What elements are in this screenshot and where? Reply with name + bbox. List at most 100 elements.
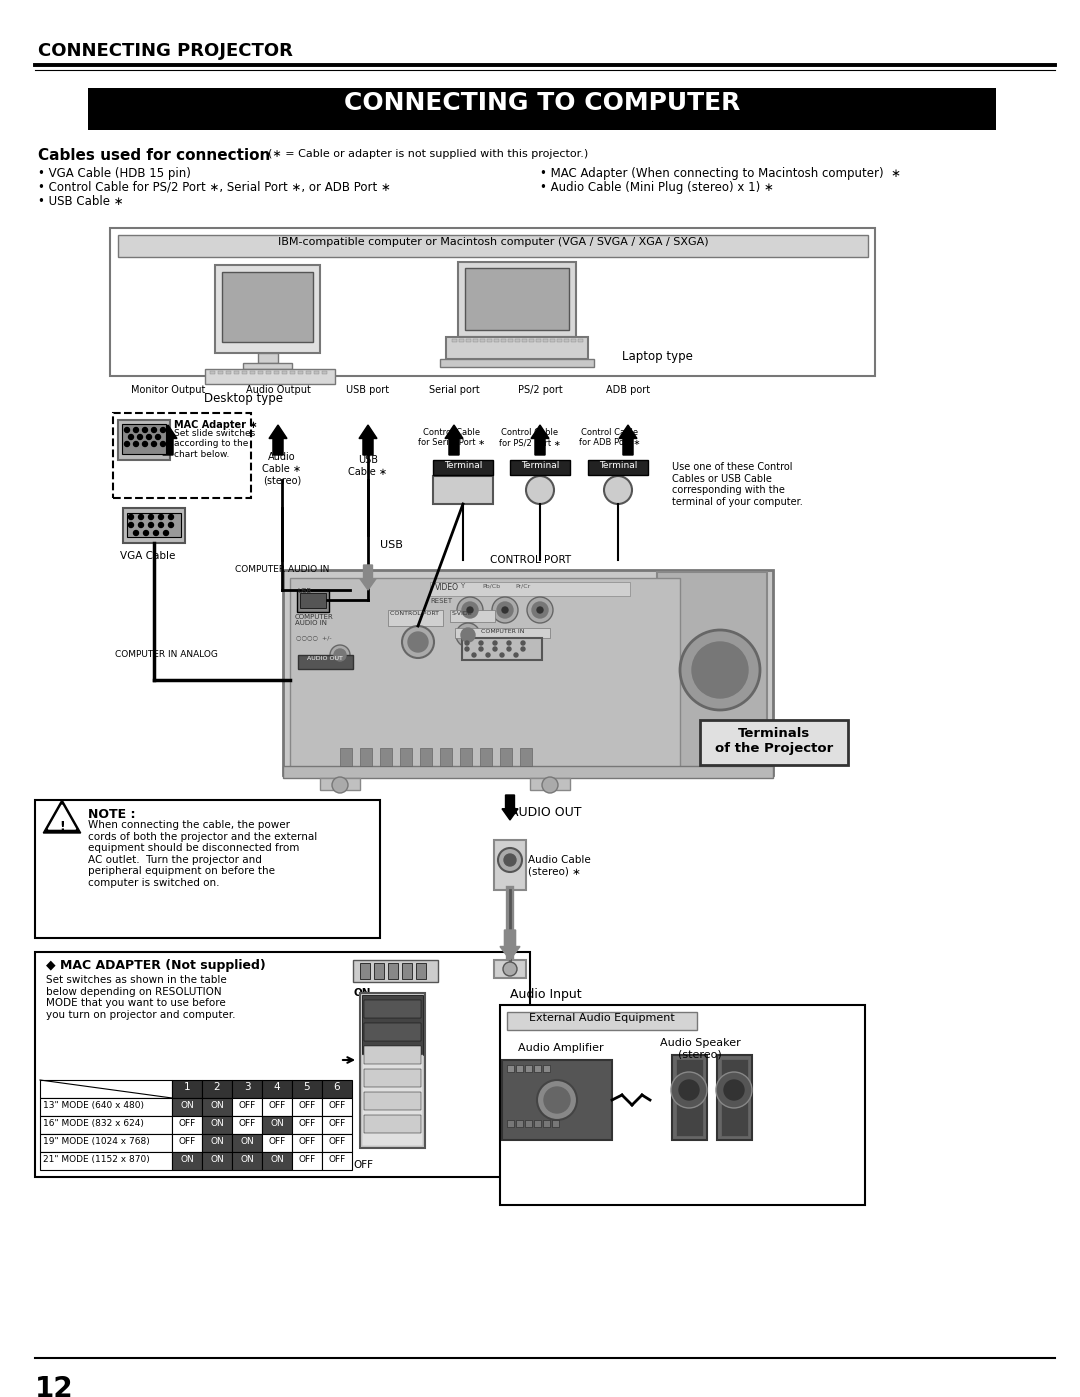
Bar [322, 372, 327, 374]
Bar [440, 747, 453, 766]
Bar [465, 268, 569, 330]
Circle shape [144, 531, 149, 535]
Bar [258, 372, 264, 374]
Circle shape [147, 434, 151, 440]
Bar [534, 1065, 541, 1071]
Bar [519, 747, 532, 766]
Bar [571, 339, 576, 342]
Circle shape [461, 629, 475, 643]
Text: • USB Cable ∗: • USB Cable ∗ [38, 196, 123, 208]
Text: Audio Speaker
(stereo): Audio Speaker (stereo) [660, 1038, 741, 1059]
Circle shape [151, 427, 157, 433]
Circle shape [679, 1080, 699, 1099]
Circle shape [465, 647, 469, 651]
Circle shape [492, 647, 497, 651]
Circle shape [153, 531, 159, 535]
Bar [502, 1060, 612, 1140]
Bar [530, 778, 570, 789]
Bar [487, 339, 492, 342]
Text: ADB port: ADB port [606, 386, 650, 395]
Text: Audio Cable
(stereo) ∗: Audio Cable (stereo) ∗ [528, 855, 591, 876]
Text: COMPUTER IN: COMPUTER IN [482, 629, 525, 634]
Circle shape [457, 597, 483, 623]
Text: AUDIO OUT: AUDIO OUT [510, 806, 581, 819]
Bar [552, 1120, 559, 1127]
Text: 16" MODE (832 x 624): 16" MODE (832 x 624) [43, 1119, 144, 1127]
Circle shape [492, 641, 497, 645]
Text: Audio Amplifier: Audio Amplifier [518, 1044, 604, 1053]
Circle shape [138, 514, 144, 520]
Circle shape [143, 441, 148, 447]
Text: • VGA Cable (HDB 15 pin): • VGA Cable (HDB 15 pin) [38, 168, 191, 180]
Bar [322, 1080, 352, 1098]
Bar [657, 571, 767, 773]
Polygon shape [445, 425, 463, 455]
Bar [676, 1059, 703, 1136]
Bar [87, 88, 996, 130]
Bar [232, 1080, 262, 1098]
Bar [218, 372, 222, 374]
Polygon shape [269, 425, 287, 455]
Text: Audio Input: Audio Input [510, 988, 582, 1002]
Text: Set switches as shown in the table
below depending on RESOLUTION
MODE that you w: Set switches as shown in the table below… [46, 975, 235, 1020]
Bar [262, 1134, 292, 1153]
Bar [462, 638, 542, 659]
Bar [430, 583, 630, 597]
Bar [262, 1098, 292, 1116]
Bar [420, 747, 432, 766]
Bar [516, 1065, 523, 1071]
Bar [292, 1116, 322, 1134]
Bar [507, 1011, 697, 1030]
Bar [500, 747, 512, 766]
Circle shape [129, 514, 134, 520]
Bar [202, 1116, 232, 1134]
Text: Control Cable
for ADB Port ∗: Control Cable for ADB Port ∗ [579, 427, 640, 447]
Bar [322, 1134, 352, 1153]
Bar [717, 1055, 752, 1140]
Circle shape [156, 434, 161, 440]
Bar [320, 778, 360, 789]
Text: MAC Adapter ∗: MAC Adapter ∗ [174, 420, 257, 430]
Text: OFF: OFF [268, 1137, 285, 1146]
Bar [291, 578, 680, 768]
Bar [550, 339, 555, 342]
Bar [364, 1046, 421, 1065]
Text: Control Cable
for PS/2 Port ∗: Control Cable for PS/2 Port ∗ [499, 427, 561, 447]
Text: Control Cable
for Serial Port ∗: Control Cable for Serial Port ∗ [418, 427, 486, 447]
Text: • Control Cable for PS/2 Port ∗, Serial Port ∗, or ADB Port ∗: • Control Cable for PS/2 Port ∗, Serial … [38, 182, 391, 194]
Text: ON: ON [270, 1155, 284, 1164]
Text: OFF: OFF [328, 1137, 346, 1146]
Bar [110, 228, 875, 376]
Text: CONNECTING PROJECTOR: CONNECTING PROJECTOR [38, 42, 293, 60]
Circle shape [502, 608, 508, 613]
Text: Audio
Cable ∗
(stereo): Audio Cable ∗ (stereo) [262, 453, 301, 485]
Bar [362, 995, 423, 1055]
Bar [172, 1153, 202, 1171]
Circle shape [151, 441, 157, 447]
Bar [40, 1134, 172, 1153]
Circle shape [161, 427, 165, 433]
Bar [364, 1115, 421, 1133]
Bar [232, 1153, 262, 1171]
Text: RESET: RESET [430, 598, 453, 604]
Bar [35, 951, 530, 1178]
Circle shape [537, 608, 543, 613]
Text: 6: 6 [334, 1083, 340, 1092]
Circle shape [456, 623, 480, 647]
Bar [172, 1116, 202, 1134]
Circle shape [472, 652, 476, 657]
Circle shape [498, 848, 522, 872]
Bar [118, 235, 868, 257]
Circle shape [537, 1080, 577, 1120]
Bar [374, 963, 384, 979]
Polygon shape [359, 425, 377, 455]
Text: 5: 5 [303, 1083, 310, 1092]
Circle shape [544, 1087, 570, 1113]
Bar [258, 353, 278, 363]
Bar [588, 460, 648, 475]
Bar [353, 960, 438, 982]
Bar [249, 372, 255, 374]
Bar [465, 339, 471, 342]
Text: OFF: OFF [298, 1155, 315, 1164]
Text: ON: ON [270, 1119, 284, 1127]
